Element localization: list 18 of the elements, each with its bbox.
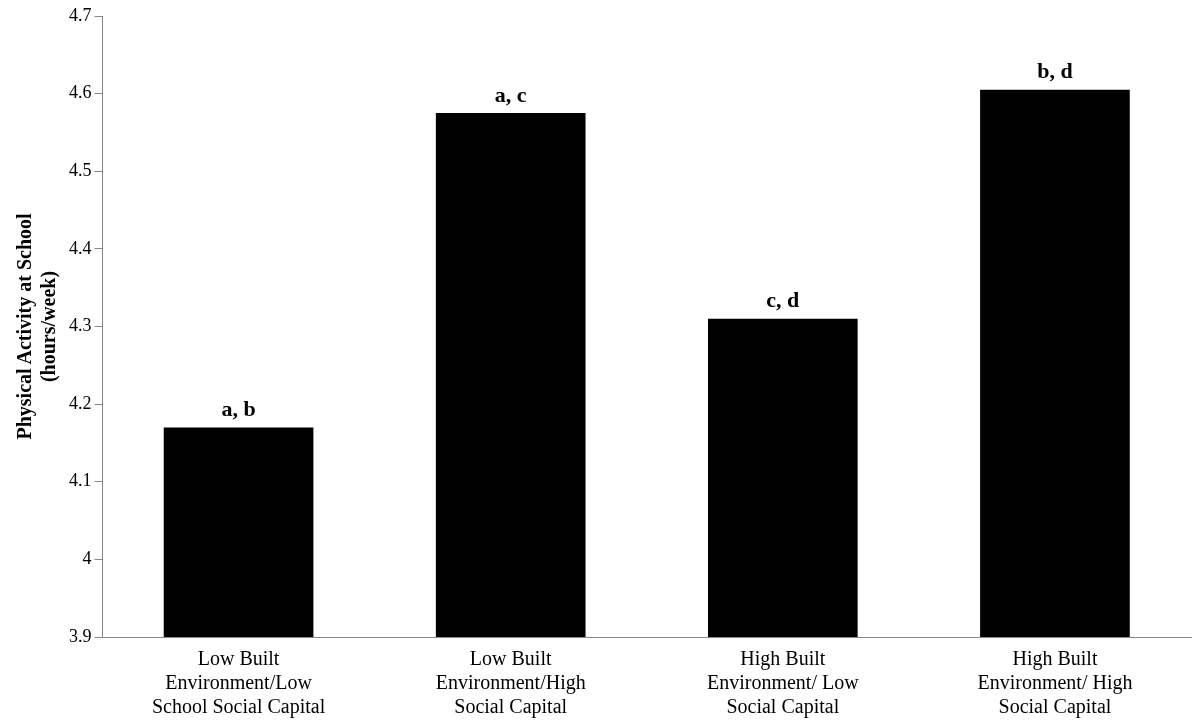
y-tick-label: 4.1: [69, 470, 92, 491]
annotation: a, c: [494, 81, 527, 107]
y-tick-label: 4.2: [69, 392, 92, 413]
y-axis-title: Physical Activity at School (hours/week): [13, 213, 61, 440]
annotation: c, d: [766, 287, 800, 313]
annotation: b, d: [1037, 58, 1073, 84]
x-tick-label: Low Built Environment/High Social Capital: [435, 647, 586, 719]
x-tick-label: Low Built Environment/Low School Social Capital: [151, 647, 326, 719]
x-tick-label: High Built Environment/ High Social Capital: [977, 647, 1133, 719]
y-tick-label: 3.9: [69, 625, 92, 646]
x-tick-label: High Built Environment/ Low Social Capital: [706, 647, 860, 719]
y-tick-label: 4.4: [69, 237, 92, 258]
y-tick-label: 4.5: [69, 159, 92, 180]
y-tick-label: 4.6: [69, 82, 92, 103]
y-tick-label: 4: [82, 548, 92, 569]
y-tick-label: 4.3: [69, 315, 92, 336]
y-tick-label: 4.7: [69, 4, 92, 25]
annotation: a, b: [221, 396, 256, 422]
